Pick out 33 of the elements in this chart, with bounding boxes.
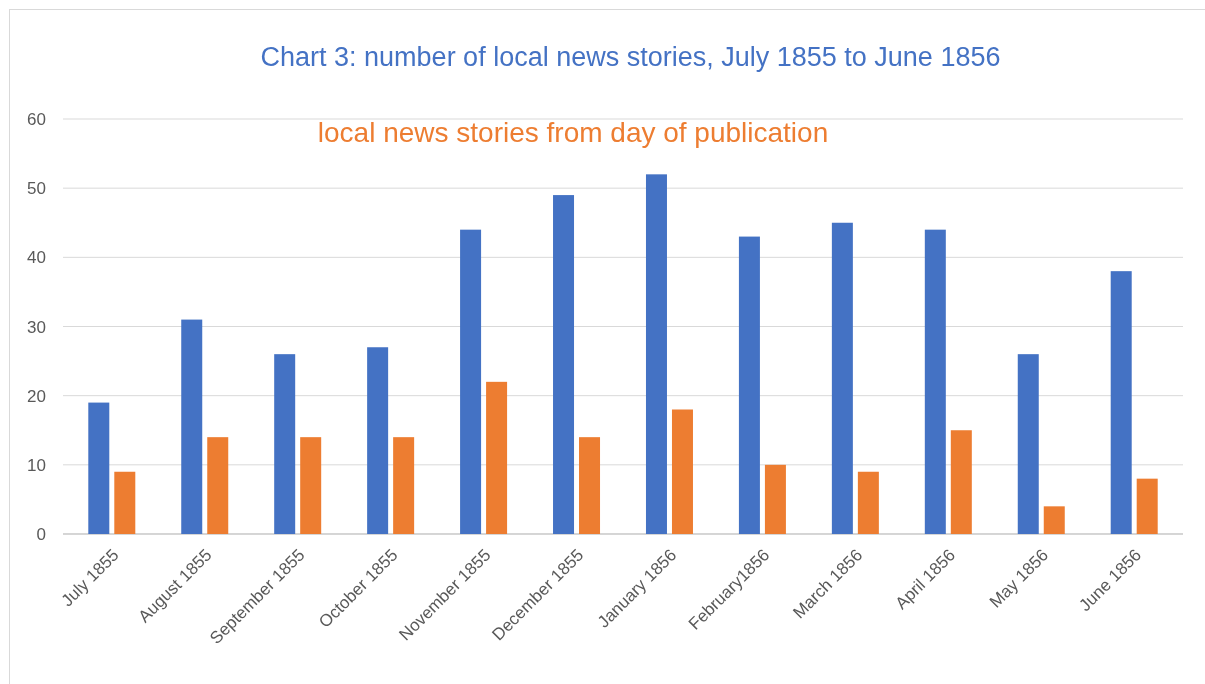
bar — [831, 222, 853, 534]
y-tick-label: 50 — [27, 179, 46, 199]
y-tick-label: 20 — [27, 386, 46, 406]
bar — [857, 471, 879, 534]
bar — [738, 236, 760, 534]
y-tick-label: 30 — [27, 317, 46, 337]
bar — [764, 464, 786, 534]
bar — [367, 347, 389, 534]
bar — [486, 381, 508, 534]
text: local news stories from day of publication — [317, 117, 829, 148]
y-tick-label: 60 — [27, 110, 46, 129]
bar — [300, 437, 322, 534]
bar — [924, 229, 946, 534]
bar — [950, 430, 972, 534]
y-tick-label: 0 — [36, 525, 46, 544]
bar — [645, 174, 667, 534]
bar — [114, 471, 136, 534]
bar — [393, 437, 415, 534]
bar — [579, 437, 601, 534]
bar — [1110, 271, 1132, 534]
bar — [207, 437, 229, 534]
bar — [274, 354, 296, 534]
bar — [460, 229, 482, 534]
bar — [181, 319, 203, 534]
bar — [671, 409, 693, 534]
chart-title: Chart 3: number of local news stories, July 1855 to June 1856 — [260, 42, 1001, 72]
bar — [1136, 478, 1158, 534]
y-tick-label: 40 — [27, 248, 46, 268]
y-tick-label: 10 — [27, 455, 46, 475]
bar — [1017, 354, 1039, 534]
bar — [88, 402, 110, 534]
bar — [1043, 506, 1065, 534]
bar — [553, 195, 575, 534]
